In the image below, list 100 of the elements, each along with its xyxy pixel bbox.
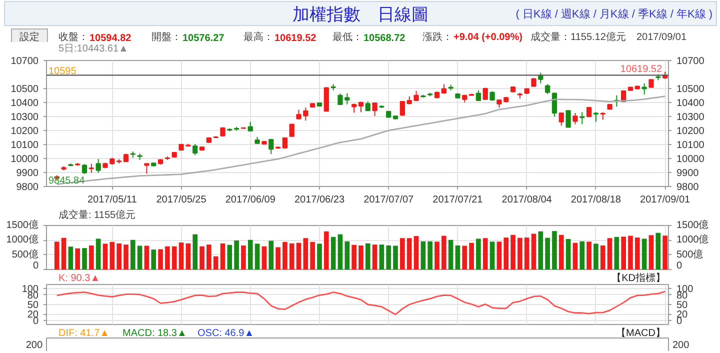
bar: [393, 246, 398, 270]
bar: [580, 241, 585, 270]
candlestick: [400, 100, 405, 116]
bar: [165, 246, 170, 270]
bar: [137, 246, 142, 270]
bar: [496, 242, 502, 270]
x-tick-label: 2017/09/01: [640, 194, 691, 206]
bar: [365, 243, 370, 270]
bar: [448, 240, 454, 270]
bar: [462, 246, 468, 270]
x-tick-label: 2017/05/11: [88, 194, 138, 206]
text: 2017/09/01: [636, 32, 687, 43]
y2-tick-label: 10300: [676, 112, 705, 123]
bar: [248, 240, 253, 270]
candlestick: [88, 163, 94, 174]
bar: [648, 235, 654, 270]
bar: [220, 243, 226, 270]
y-tick-label: 50: [27, 300, 39, 311]
bar: [524, 238, 530, 270]
bar: [386, 245, 392, 270]
candlestick: [96, 158, 101, 174]
candlestick: [268, 138, 274, 155]
bar: [144, 246, 150, 270]
bar: [75, 248, 80, 270]
bar: [517, 238, 522, 270]
text: 5日:10443.61▲: [58, 44, 128, 54]
y2-tick-label: 10700: [676, 56, 705, 67]
y2-tick-label: 10200: [676, 126, 705, 137]
y-tick-label: 1500億: [6, 219, 39, 231]
y-tick-label: 0: [32, 316, 39, 328]
bar: [656, 232, 661, 270]
bar: [178, 242, 184, 270]
x-tick-label: 2017/06/23: [294, 194, 345, 206]
candlestick: [593, 112, 599, 122]
bar: [572, 242, 578, 270]
bar: [151, 250, 156, 270]
bar: [262, 246, 267, 270]
y-tick-label: 10000: [10, 154, 39, 165]
bar: [289, 243, 294, 270]
y2-tick-label: 1500億: [676, 219, 709, 231]
bar: [642, 238, 647, 270]
bar: [634, 238, 640, 270]
bar: [89, 245, 94, 270]
bar: [317, 244, 322, 270]
x-tick-label: 2017/08/18: [570, 194, 622, 206]
text: 最低：10568.72: [332, 32, 406, 44]
bar: [116, 243, 122, 270]
bar: [538, 231, 544, 270]
text: 成交量：1155.12億元: [530, 31, 626, 43]
x-tick-label: 2017/05/25: [156, 194, 207, 206]
text: DIF: 41.7▲: [58, 328, 110, 339]
line-series: [56, 290, 666, 316]
text: ( 日K線 / 週K線 / 月K線 / 季K線 / 年K線 ): [516, 8, 712, 20]
bar: [372, 244, 378, 270]
y-tick-label: 10700: [10, 56, 39, 67]
x-tick-label: 2017/06/09: [225, 194, 276, 206]
text: 【MACD】: [616, 327, 666, 339]
bar: [434, 242, 440, 270]
text: 200: [672, 340, 690, 351]
candlestick: [365, 101, 370, 112]
candlestick: [441, 84, 446, 94]
candlestick: [351, 103, 357, 114]
candlestick: [372, 102, 378, 117]
y2-tick-label: 10100: [676, 140, 705, 151]
y2-tick-label: 0: [676, 260, 682, 272]
y-tick-label: 9800: [16, 182, 39, 193]
bar: [420, 241, 426, 270]
y-tick-label: 500億: [12, 248, 39, 260]
bar: [68, 246, 74, 270]
bar: [310, 242, 315, 270]
bar: [200, 246, 204, 270]
y-tick-label: 9900: [16, 168, 39, 179]
bar: [61, 238, 66, 270]
bar: [206, 244, 212, 270]
bar: [614, 236, 620, 270]
text: 漲跌：+9.04 (+0.09%): [422, 31, 522, 43]
y2-tick-label: 10000: [676, 154, 705, 165]
bar: [344, 241, 350, 270]
bar: [504, 238, 509, 270]
candlestick: [82, 164, 88, 174]
candlestick: [580, 112, 585, 125]
y-tick-label: 10400: [10, 98, 39, 109]
y-tick-label: 80: [27, 290, 39, 302]
candlestick: [192, 143, 198, 156]
candlestick: [482, 87, 488, 100]
bar: [600, 245, 606, 270]
bar: [379, 244, 384, 270]
bar: [130, 240, 136, 270]
bar: [545, 238, 550, 270]
bar: [102, 244, 108, 270]
x-tick-label: 2017/07/21: [432, 194, 484, 206]
text: 開盤：10576.27: [152, 31, 225, 44]
bar: [330, 236, 336, 270]
candlestick: [476, 90, 482, 102]
bar: [192, 234, 198, 270]
bar: [82, 248, 87, 270]
text: 收盤：10594.82: [58, 31, 132, 44]
y-tick-label: 10300: [10, 112, 39, 123]
bar: [186, 243, 191, 270]
candlestick: [572, 112, 578, 125]
